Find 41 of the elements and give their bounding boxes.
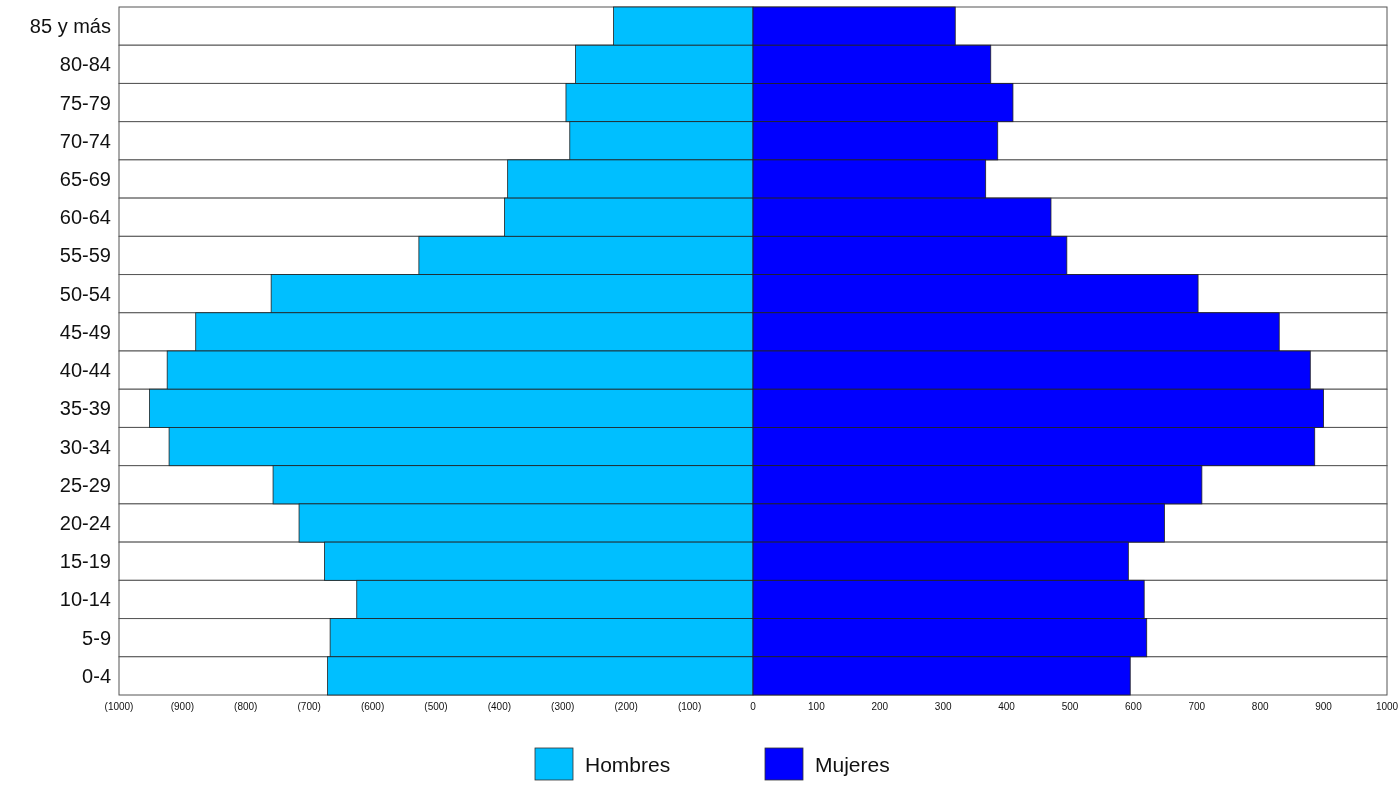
x-tick-label: (200) (614, 701, 638, 712)
x-tick-label: 700 (1188, 701, 1206, 712)
x-tick-label: (1000) (104, 701, 134, 712)
y-tick-label: 10-14 (59, 588, 111, 611)
y-tick-label: 80-84 (59, 53, 111, 76)
x-tick-label: 600 (1125, 701, 1143, 712)
y-tick-label: 65-69 (59, 168, 111, 190)
y-tick-label: 40-44 (59, 359, 111, 382)
x-tick-label: (100) (677, 701, 702, 712)
x-tick-label: (500) (424, 701, 448, 712)
y-tick-label: 50-54 (59, 282, 111, 305)
y-tick-label: 70-74 (59, 129, 111, 152)
y-tick-label: 85 y más (29, 15, 111, 38)
x-tick-label: 800 (1251, 701, 1269, 712)
y-tick-label: 60-64 (59, 206, 111, 229)
x-tick-label: (600) (360, 701, 385, 712)
y-tick-label: 0-4 (82, 664, 111, 687)
y-tick-label: 30-34 (59, 435, 111, 458)
x-tick-label: 0 (750, 701, 757, 712)
legend-label: Mujeres (815, 753, 890, 776)
x-tick-label: (900) (170, 701, 195, 712)
x-tick-label: (300) (551, 701, 575, 712)
legend-label: Hombres (585, 753, 671, 776)
y-tick-label: 25-29 (59, 473, 111, 496)
y-tick-label: 35-39 (59, 397, 111, 420)
x-tick-label: 1000 (1375, 701, 1399, 712)
x-tick-label: 500 (1061, 701, 1079, 712)
x-tick-label: 100 (808, 701, 826, 712)
y-tick-label: 20-24 (59, 512, 111, 534)
y-tick-label: 5-9 (82, 626, 111, 649)
y-tick-label: 15-19 (59, 550, 111, 573)
x-tick-label: (400) (487, 701, 512, 712)
x-tick-label: (700) (297, 701, 321, 712)
y-tick-label: 45-49 (59, 320, 111, 343)
x-tick-label: 400 (998, 701, 1016, 712)
y-tick-label: 55-59 (59, 244, 111, 267)
x-tick-label: 300 (934, 701, 952, 712)
x-tick-label: 900 (1315, 701, 1333, 712)
y-tick-label: 75-79 (59, 91, 111, 114)
x-tick-label: 200 (871, 701, 889, 712)
x-tick-label: (800) (234, 701, 258, 712)
